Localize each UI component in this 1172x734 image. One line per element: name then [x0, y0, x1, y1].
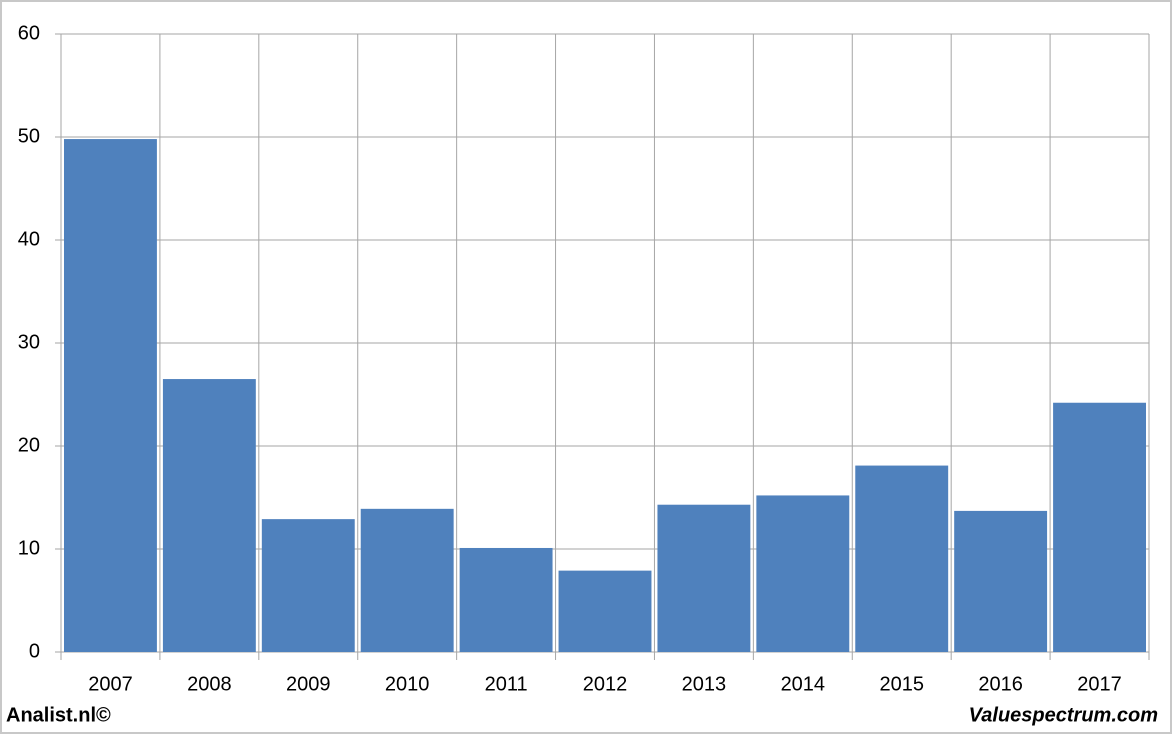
y-tick-label: 10 [18, 537, 40, 559]
y-tick-label: 20 [18, 434, 40, 456]
x-tick-label: 2015 [879, 673, 924, 695]
x-tick-label: 2014 [781, 673, 826, 695]
bar [756, 495, 850, 652]
bar [1053, 402, 1146, 652]
y-tick-label: 0 [29, 640, 40, 662]
y-tick-label: 30 [18, 331, 40, 353]
x-tick-label: 2017 [1077, 673, 1122, 695]
bar [64, 139, 157, 652]
bar [162, 379, 256, 652]
x-tick-label: 2012 [583, 673, 628, 695]
x-tick-label: 2008 [187, 673, 232, 695]
x-tick-label: 2011 [485, 673, 528, 695]
y-tick-label: 40 [18, 228, 40, 250]
x-tick-label: 2010 [385, 673, 430, 695]
bar [657, 504, 751, 652]
x-tick-label: 2007 [88, 673, 133, 695]
bar [855, 465, 949, 652]
bar [360, 508, 454, 652]
bar [558, 570, 652, 652]
x-tick-label: 2016 [978, 673, 1023, 695]
y-tick-label: 50 [18, 125, 40, 147]
bar [459, 547, 553, 652]
bar [954, 510, 1048, 652]
x-tick-label: 2013 [682, 673, 727, 695]
bar [261, 519, 355, 652]
footer-right: Valuespectrum.com [969, 704, 1158, 726]
y-tick-label: 60 [18, 22, 40, 44]
footer-left: Analist.nl© [6, 704, 111, 726]
x-tick-label: 2009 [286, 673, 331, 695]
